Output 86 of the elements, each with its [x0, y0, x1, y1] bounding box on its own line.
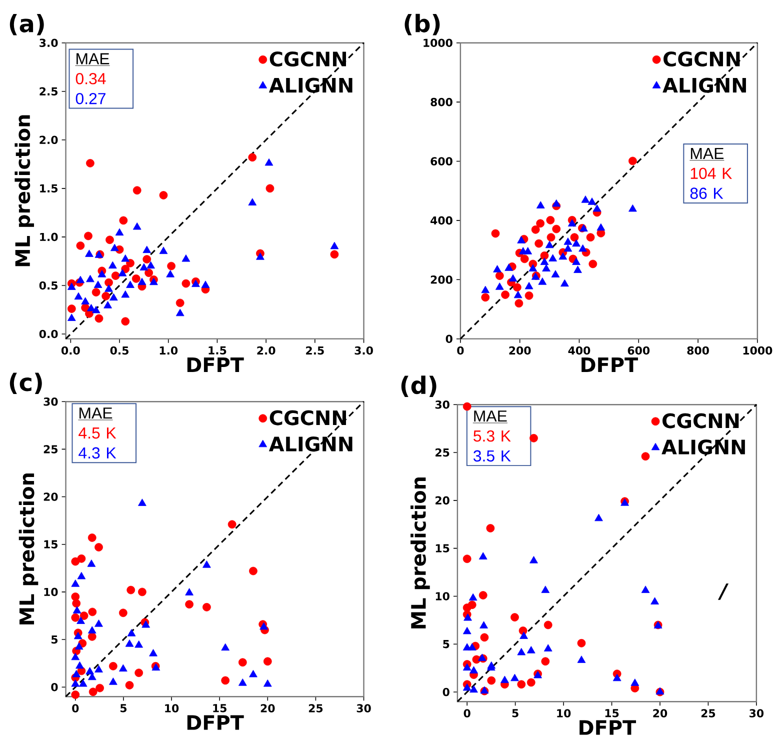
annotation: MAE	[80, 407, 112, 418]
legend-label: CGCNN	[270, 410, 346, 426]
x-tick-label: 800	[687, 346, 709, 354]
x-tick-label: 30	[356, 704, 371, 712]
x-tick-label: 25	[701, 708, 716, 718]
chart-title: (b)	[404, 14, 440, 36]
y-tick-label: 2.0	[40, 136, 58, 144]
annotation: MAE	[690, 148, 724, 159]
x-tick-label: 10	[557, 708, 571, 718]
y-tick-label: 10	[44, 588, 58, 596]
y-axis-title: ML prediction	[14, 115, 34, 266]
annotation: MAE	[76, 53, 110, 64]
y-tick-label: 15	[44, 540, 58, 548]
annotation: 4.5 K	[78, 427, 116, 438]
y-tick-label: 0	[442, 688, 450, 696]
annotation: 4.3 K	[78, 447, 116, 458]
y-tick-label: 25	[44, 444, 58, 454]
y-tick-label: 20	[436, 496, 450, 504]
y-tick-label: 30	[435, 400, 450, 409]
x-tick-label: 15	[605, 708, 619, 718]
y-tick-label: 200	[430, 275, 452, 284]
x-tick-label: 600	[628, 346, 650, 354]
chart-title: (d)	[401, 375, 436, 397]
x-tick-label: 10	[165, 704, 179, 712]
legend-label: CGCNN	[664, 51, 740, 66]
y-tick-label: 0	[51, 682, 58, 692]
x-tick-label: 25	[308, 704, 323, 712]
x-tick-label: 1.5	[208, 346, 226, 354]
x-axis-title: DFPT	[580, 720, 636, 735]
y-tick-label: 1000	[424, 38, 452, 47]
annotation: 5.3 K	[474, 430, 511, 442]
y-tick-label: 0.0	[39, 330, 58, 338]
legend-label: ALIGNN	[268, 78, 352, 93]
x-tick-label: 20	[260, 704, 275, 712]
x-tick-label: 2.5	[306, 346, 324, 354]
x-tick-label: 400	[568, 346, 590, 354]
x-tick-label: 15	[213, 704, 226, 712]
y-tick-label: 800	[430, 98, 452, 106]
y-tick-label: 30	[44, 397, 58, 406]
y-tick-label: 25	[436, 448, 450, 456]
chart-title: (c)	[10, 372, 42, 394]
chart-title: (a)	[10, 14, 44, 36]
y-tick-label: 400	[430, 216, 452, 224]
x-tick-label: 5	[512, 708, 518, 718]
annotation: MAE	[474, 410, 507, 422]
x-tick-label: 3.0	[354, 346, 373, 354]
legend-label: CGCNN	[662, 413, 739, 428]
annotation: 104 K	[690, 168, 732, 179]
y-tick-label: 1.0	[40, 232, 58, 241]
x-axis-title: DFPT	[187, 357, 244, 372]
annotation: /	[718, 583, 729, 600]
legend-label: ALIGNN	[268, 436, 352, 452]
x-tick-label: 2.0	[257, 346, 276, 354]
legend-label: ALIGNN	[662, 78, 746, 93]
legend-label: CGCNN	[270, 51, 346, 66]
x-axis-title: DFPT	[187, 715, 244, 730]
y-axis-title: ML prediction	[410, 477, 430, 628]
x-tick-label: 0	[72, 704, 79, 712]
x-tick-label: 0	[457, 346, 464, 354]
y-tick-label: 5	[51, 635, 58, 644]
y-tick-label: 10	[436, 592, 450, 600]
x-tick-label: 5	[120, 704, 127, 712]
y-tick-label: 3.0	[40, 38, 58, 47]
x-tick-label: 0	[464, 708, 470, 718]
annotation: 86 K	[690, 187, 724, 199]
y-tick-label: 15	[436, 544, 450, 552]
y-tick-label: 1.5	[40, 184, 58, 192]
y-tick-label: 600	[430, 156, 452, 166]
x-tick-label: 30	[750, 708, 764, 718]
legend-label: ALIGNN	[662, 439, 745, 454]
x-tick-label: 200	[509, 346, 531, 354]
y-axis-title: ML prediction	[18, 473, 38, 624]
y-tick-label: 2.5	[40, 87, 58, 96]
x-tick-label: 1000	[743, 346, 772, 354]
x-tick-label: 0.0	[61, 346, 80, 354]
x-tick-label: 1.0	[160, 346, 178, 354]
y-tick-label: 5	[443, 640, 450, 648]
y-tick-label: 0.5	[39, 281, 58, 290]
annotation: 0.27	[76, 92, 106, 104]
x-axis-title: DFPT	[582, 357, 638, 372]
x-tick-label: 20	[653, 708, 668, 718]
annotation: 0.34	[76, 72, 106, 84]
x-tick-label: 0.5	[110, 346, 128, 354]
y-tick-label: 0	[446, 334, 452, 343]
y-tick-label: 20	[44, 492, 58, 501]
annotation: 3.5 K	[474, 450, 511, 462]
